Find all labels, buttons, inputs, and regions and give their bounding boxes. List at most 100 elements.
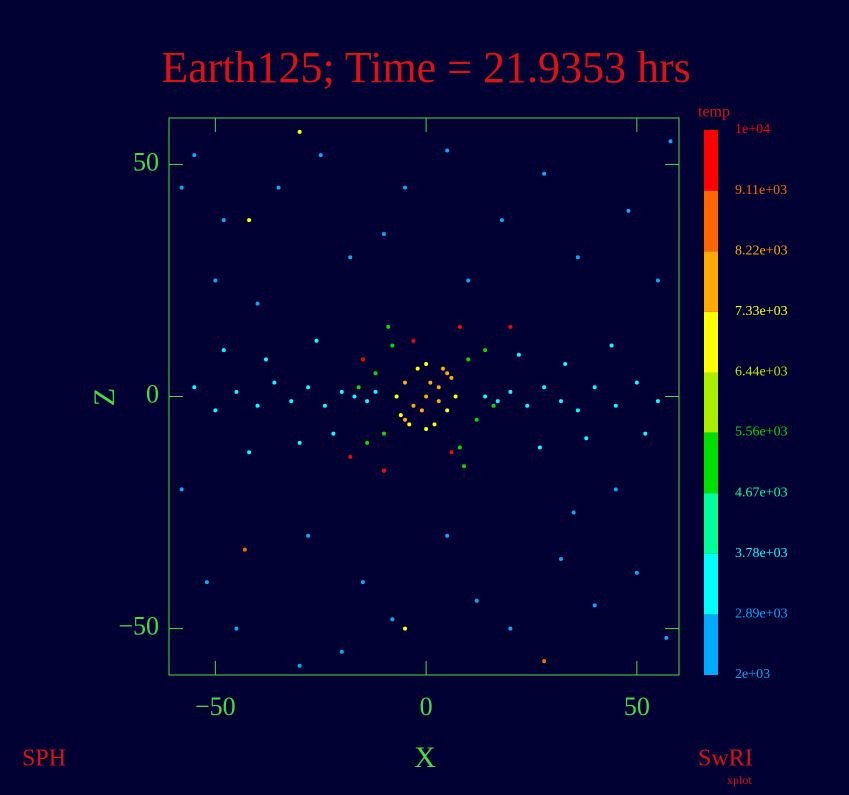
colorbar-band [704, 190, 718, 252]
particle [247, 450, 252, 455]
particle [449, 450, 454, 455]
particle [474, 417, 479, 422]
particle [390, 617, 395, 622]
particle [525, 403, 530, 408]
particle [297, 129, 302, 134]
particle [445, 408, 450, 413]
particle [403, 626, 408, 631]
particle [424, 394, 429, 399]
particle [453, 394, 458, 399]
particle [365, 440, 370, 445]
colorbar-label: temp [698, 104, 730, 121]
annotation: xplot [727, 773, 752, 787]
particle [626, 208, 631, 213]
particle [483, 348, 488, 353]
y-tick-label: −50 [118, 612, 159, 641]
particle [474, 598, 479, 603]
particle [558, 556, 563, 561]
colorbar-band [704, 311, 718, 373]
particle [381, 468, 386, 473]
particle [508, 626, 513, 631]
particle [634, 570, 639, 575]
particle [192, 153, 197, 158]
particle [508, 389, 513, 394]
x-tick-label: 0 [420, 692, 433, 721]
particle [613, 487, 618, 492]
chart-title: Earth125; Time = 21.9353 hrs [161, 43, 691, 92]
particle [390, 343, 395, 348]
particle [428, 380, 433, 385]
colorbar-band [704, 553, 718, 615]
y-tick-label: 0 [146, 379, 159, 408]
particle [276, 185, 281, 190]
particle [613, 403, 618, 408]
particle [643, 431, 648, 436]
particle [491, 403, 496, 408]
colorbar-tick-label: 5.56e+03 [735, 425, 788, 440]
particle [445, 371, 450, 376]
colorbar-tick-label: 7.33e+03 [735, 304, 788, 319]
particle [407, 422, 412, 427]
particle [306, 385, 311, 390]
colorbar-tick-label: 2e+03 [735, 667, 770, 682]
particle [668, 139, 673, 144]
particle [445, 148, 450, 153]
particle [348, 454, 353, 459]
particle [457, 324, 462, 329]
particle [263, 357, 268, 362]
particle [466, 278, 471, 283]
particle [213, 408, 218, 413]
particle [322, 403, 327, 408]
particle [411, 403, 416, 408]
particle [499, 218, 504, 223]
particle [403, 380, 408, 385]
particle [592, 385, 597, 390]
particle [394, 394, 399, 399]
particle [542, 171, 547, 176]
annotation: SPH [22, 746, 66, 772]
particle [331, 431, 336, 436]
colorbar-band [704, 130, 718, 191]
colorbar-tick-label: 8.22e+03 [735, 243, 788, 258]
particle [440, 366, 445, 371]
particle [436, 385, 441, 390]
colorbar-band [704, 432, 718, 494]
y-axis-label: Z [88, 388, 121, 406]
particle [204, 580, 209, 585]
particle [483, 394, 488, 399]
particle [403, 417, 408, 422]
particle [339, 389, 344, 394]
particle [457, 445, 462, 450]
particle [386, 324, 391, 329]
colorbar-tick-label: 4.67e+03 [735, 485, 788, 500]
particle [179, 185, 184, 190]
particle [221, 348, 226, 353]
particle [255, 301, 260, 306]
colorbar-tick-label: 2.89e+03 [735, 607, 788, 622]
particle [221, 218, 226, 223]
particle [234, 389, 239, 394]
particle [537, 445, 542, 450]
particle [373, 389, 378, 394]
particle [381, 431, 386, 436]
particle [592, 603, 597, 608]
particle [655, 278, 660, 283]
y-tick-label: 50 [133, 147, 159, 176]
particle [634, 380, 639, 385]
particle [516, 352, 521, 357]
particle [584, 436, 589, 441]
x-tick-label: −50 [195, 692, 236, 721]
particle [508, 324, 513, 329]
particle [664, 635, 669, 640]
particle [411, 338, 416, 343]
particle [306, 533, 311, 538]
particle [445, 533, 450, 538]
particle [424, 426, 429, 431]
x-axis-label: X [414, 741, 436, 774]
particle [247, 218, 252, 223]
particle [415, 366, 420, 371]
particle [339, 649, 344, 654]
particle [449, 375, 454, 380]
